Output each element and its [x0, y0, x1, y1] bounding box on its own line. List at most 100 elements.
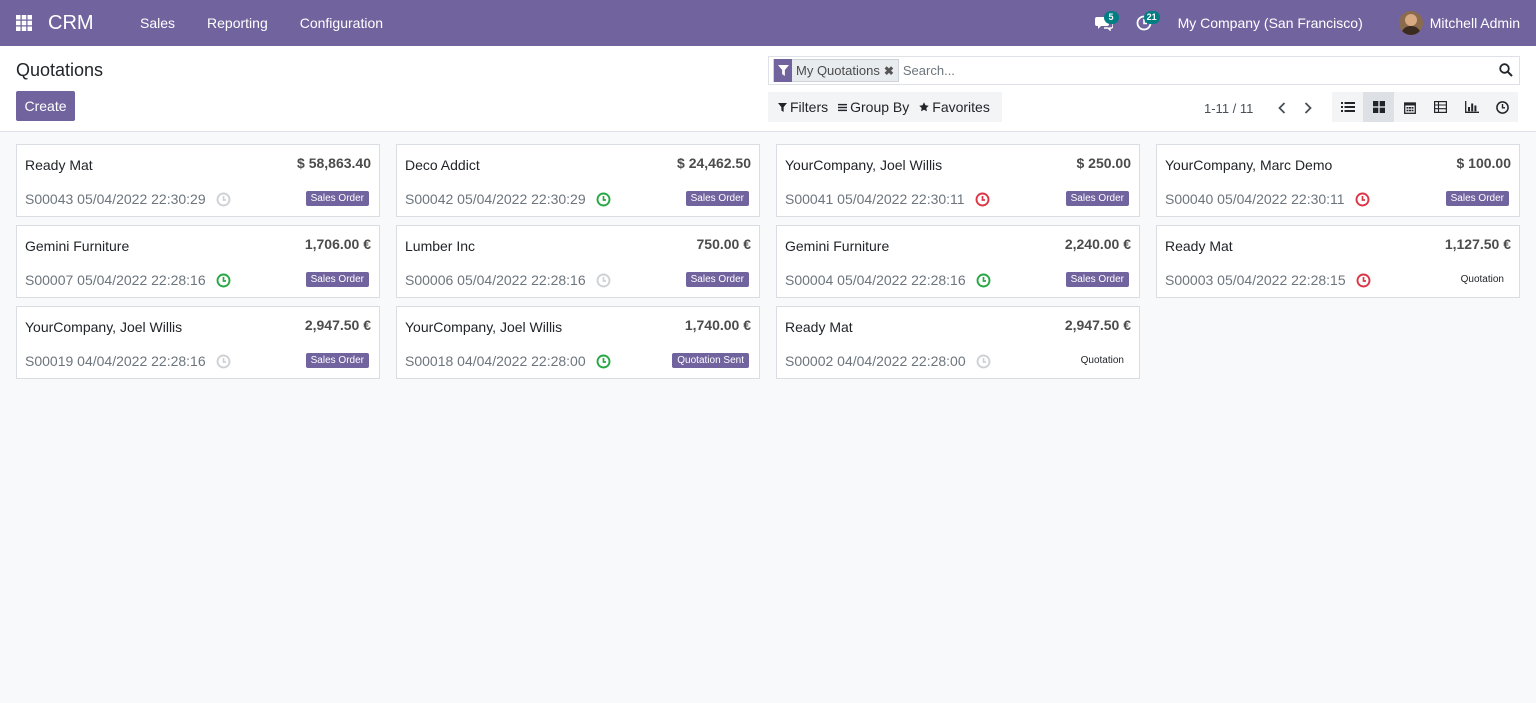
- card-customer: Gemini Furniture: [785, 238, 890, 254]
- avatar: [1398, 11, 1423, 35]
- status-badge: Sales Order: [305, 191, 369, 206]
- kanban-view-icon[interactable]: [1363, 92, 1394, 122]
- activity-clock-icon[interactable]: [216, 192, 231, 207]
- activities-clock-icon[interactable]: 21: [1124, 0, 1164, 46]
- remove-facet-icon[interactable]: ✖: [883, 63, 894, 78]
- company-switcher[interactable]: My Company (San Francisco): [1177, 15, 1363, 31]
- kanban-card[interactable]: Ready Mat 1,127.50 € S00003 05/04/2022 22:…: [1156, 225, 1520, 298]
- search-facet-my-quotations[interactable]: My Quotations ✖: [773, 59, 899, 82]
- search-options: Filters Group By Favorites: [768, 92, 1002, 122]
- activities-count-badge: 21: [1143, 11, 1160, 24]
- calendar-view-icon[interactable]: [1394, 92, 1425, 122]
- card-amount: 2,947.50 €: [304, 317, 371, 333]
- pager-value[interactable]: 1-11 / 11: [1204, 100, 1254, 116]
- pager-previous-icon[interactable]: [1269, 98, 1295, 118]
- app-name[interactable]: CRM: [48, 11, 94, 34]
- menu-configuration[interactable]: Configuration: [299, 15, 384, 31]
- card-customer: Gemini Furniture: [25, 238, 130, 254]
- activity-clock-icon[interactable]: [216, 354, 231, 369]
- favorites-dropdown[interactable]: Favorites: [915, 99, 996, 115]
- card-reference-date: S00006 05/04/2022 22:28:16: [405, 272, 586, 288]
- groupby-label: Group By: [850, 99, 910, 115]
- star-icon: [919, 102, 930, 112]
- kanban-card[interactable]: Lumber Inc 750.00 € S00006 05/04/2022 22:2…: [396, 225, 760, 298]
- activity-clock-icon[interactable]: [1355, 192, 1370, 207]
- card-reference-date: S00019 04/04/2022 22:28:16: [25, 353, 206, 369]
- filter-icon: [774, 59, 792, 82]
- activity-clock-icon[interactable]: [596, 354, 611, 369]
- kanban-card[interactable]: Gemini Furniture 2,240.00 € S00004 05/04/2…: [776, 225, 1140, 298]
- activity-clock-icon[interactable]: [976, 354, 991, 369]
- pager-next-icon[interactable]: [1295, 98, 1321, 118]
- user-name: Mitchell Admin: [1429, 15, 1520, 31]
- activity-clock-icon[interactable]: [596, 273, 611, 288]
- card-customer: YourCompany, Marc Demo: [1165, 157, 1333, 173]
- card-amount: 1,127.50 €: [1444, 236, 1511, 252]
- activity-clock-icon[interactable]: [216, 273, 231, 288]
- card-reference-date: S00018 04/04/2022 22:28:00: [405, 353, 586, 369]
- kanban-card[interactable]: YourCompany, Joel Willis 2,947.50 € S00019…: [16, 306, 380, 379]
- activity-clock-icon[interactable]: [975, 192, 990, 207]
- facet-label: My Quotations: [796, 63, 880, 78]
- activity-clock-icon[interactable]: [976, 273, 991, 288]
- card-reference-date: S00003 05/04/2022 22:28:15: [1165, 272, 1346, 288]
- status-badge: Sales Order: [685, 272, 749, 287]
- menu-reporting[interactable]: Reporting: [207, 15, 268, 31]
- kanban-card[interactable]: Ready Mat $ 58,863.40 S00043 05/04/2022 22…: [16, 144, 380, 217]
- card-amount: $ 58,863.40: [297, 155, 371, 171]
- status-badge: Sales Order: [685, 191, 749, 206]
- status-badge: Sales Order: [1065, 272, 1129, 287]
- kanban-card[interactable]: Ready Mat 2,947.50 € S00002 04/04/2022 22:…: [776, 306, 1140, 379]
- activity-clock-icon[interactable]: [596, 192, 611, 207]
- card-amount: $ 250.00: [1076, 155, 1132, 171]
- graph-view-icon[interactable]: [1456, 92, 1487, 122]
- card-customer: Deco Addict: [405, 157, 480, 173]
- menu-sales[interactable]: Sales: [140, 15, 176, 31]
- bars-icon: [838, 103, 848, 111]
- control-panel: Quotations Create My Quotations ✖ Filter…: [0, 46, 1536, 132]
- activity-view-icon[interactable]: [1487, 92, 1518, 122]
- messages-icon[interactable]: 5: [1084, 0, 1124, 46]
- card-amount: $ 100.00: [1456, 155, 1512, 171]
- status-badge: Sales Order: [305, 272, 369, 287]
- top-navbar: CRM Sales Reporting Configuration 5 21 M…: [0, 0, 1536, 46]
- card-reference-date: S00002 04/04/2022 22:28:00: [785, 353, 966, 369]
- card-customer: YourCompany, Joel Willis: [785, 157, 943, 173]
- card-amount: 750.00 €: [696, 236, 752, 252]
- status-badge: Sales Order: [1445, 191, 1509, 206]
- kanban-card[interactable]: Gemini Furniture 1,706.00 € S00007 05/04/2…: [16, 225, 380, 298]
- activity-clock-icon[interactable]: [1356, 273, 1371, 288]
- status-badge: Quotation Sent: [672, 353, 749, 368]
- card-reference-date: S00004 05/04/2022 22:28:16: [785, 272, 966, 288]
- card-amount: 2,240.00 €: [1064, 236, 1131, 252]
- card-amount: 1,740.00 €: [684, 317, 751, 333]
- messages-count-badge: 5: [1103, 11, 1119, 24]
- favorites-label: Favorites: [932, 99, 990, 115]
- card-reference-date: S00043 05/04/2022 22:30:29: [25, 191, 206, 207]
- user-menu[interactable]: Mitchell Admin: [1379, 11, 1536, 35]
- app-menu-icon[interactable]: [0, 0, 48, 46]
- search-input[interactable]: [902, 63, 1483, 78]
- card-reference-date: S00007 05/04/2022 22:28:16: [25, 272, 206, 288]
- filter-icon: [778, 102, 787, 112]
- status-badge: Sales Order: [305, 353, 369, 368]
- card-customer: Lumber Inc: [405, 238, 476, 254]
- card-customer: Ready Mat: [1165, 238, 1233, 254]
- pivot-view-icon[interactable]: [1425, 92, 1456, 122]
- card-amount: 2,947.50 €: [1064, 317, 1131, 333]
- kanban-card[interactable]: YourCompany, Joel Willis $ 250.00 S00041 0…: [776, 144, 1140, 217]
- groupby-dropdown[interactable]: Group By: [834, 99, 915, 115]
- search-icon[interactable]: [1499, 63, 1513, 80]
- status-badge: Sales Order: [1065, 191, 1129, 206]
- card-reference-date: S00041 05/04/2022 22:30:11: [785, 191, 965, 207]
- search-bar: My Quotations ✖: [768, 56, 1520, 85]
- card-customer: YourCompany, Joel Willis: [25, 319, 183, 335]
- kanban-card[interactable]: Deco Addict $ 24,462.50 S00042 05/04/2022 …: [396, 144, 760, 217]
- list-view-icon[interactable]: [1332, 92, 1363, 122]
- create-button[interactable]: Create: [16, 91, 75, 121]
- filters-dropdown[interactable]: Filters: [774, 99, 834, 115]
- kanban-card[interactable]: YourCompany, Joel Willis 1,740.00 € S00018…: [396, 306, 760, 379]
- pager: 1-11 / 11: [1204, 98, 1321, 118]
- kanban-card[interactable]: YourCompany, Marc Demo $ 100.00 S00040 05/…: [1156, 144, 1520, 217]
- view-switcher: [1332, 92, 1518, 122]
